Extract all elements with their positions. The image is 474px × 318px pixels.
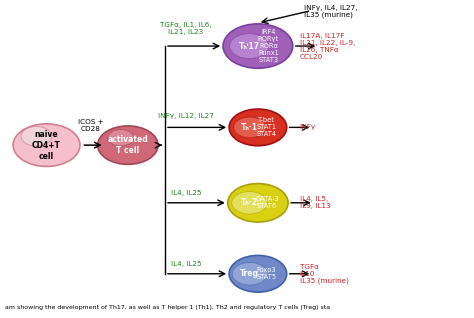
Ellipse shape: [232, 191, 267, 214]
Ellipse shape: [108, 129, 134, 146]
Ellipse shape: [223, 24, 293, 68]
Ellipse shape: [228, 183, 288, 222]
Text: TGFα, IL1, IL6,
IL21, IL23: TGFα, IL1, IL6, IL21, IL23: [160, 22, 212, 35]
Text: Tₕ·1: Tₕ·1: [241, 123, 258, 132]
Text: Treg: Treg: [240, 269, 259, 278]
Text: ICOS +
CD28: ICOS + CD28: [78, 119, 103, 132]
Text: naive
CD4+T
cell: naive CD4+T cell: [32, 129, 61, 161]
Text: activated
T cell: activated T cell: [108, 135, 148, 155]
Text: TGFα
IL10
IL35 (murine): TGFα IL10 IL35 (murine): [300, 264, 348, 284]
Text: T-bet
STAT1
STAT4: T-bet STAT1 STAT4: [256, 117, 277, 137]
Text: Foxp3
STAT5: Foxp3 STAT5: [256, 267, 277, 280]
Ellipse shape: [229, 255, 287, 292]
Ellipse shape: [234, 117, 266, 138]
Text: IL4, IL25: IL4, IL25: [171, 190, 201, 196]
Text: Tₕ·2: Tₕ·2: [241, 198, 258, 207]
Text: IL4, IL25: IL4, IL25: [171, 261, 201, 267]
Text: INFγ: INFγ: [300, 124, 316, 130]
Text: am showing the development of Th17, as well as T helper 1 (Th1), Th2 and regulat: am showing the development of Th17, as w…: [5, 305, 330, 310]
Ellipse shape: [229, 109, 287, 146]
Text: IRF4
RORγt
RORα
Runx1
STAT3: IRF4 RORγt RORα Runx1 STAT3: [258, 29, 279, 63]
Text: IL4, IL5,
IL9, IL13: IL4, IL5, IL9, IL13: [300, 196, 330, 209]
Text: INFγ, IL12, IL27: INFγ, IL12, IL27: [158, 113, 214, 119]
Text: INFγ, IL4, IL27,
IL35 (murine): INFγ, IL4, IL27, IL35 (murine): [304, 5, 358, 18]
Text: Tₕⁱ17: Tₕⁱ17: [238, 42, 260, 51]
Ellipse shape: [21, 127, 52, 146]
Ellipse shape: [230, 34, 269, 59]
Ellipse shape: [98, 126, 158, 164]
Ellipse shape: [232, 263, 267, 285]
Text: GATA-3
STAT6: GATA-3 STAT6: [255, 196, 279, 209]
Ellipse shape: [13, 124, 80, 166]
Text: IL17A, IL17F
IL21, IL22, IL-9,
IL26, TNFα
CCL20: IL17A, IL17F IL21, IL22, IL-9, IL26, TNF…: [300, 32, 355, 59]
